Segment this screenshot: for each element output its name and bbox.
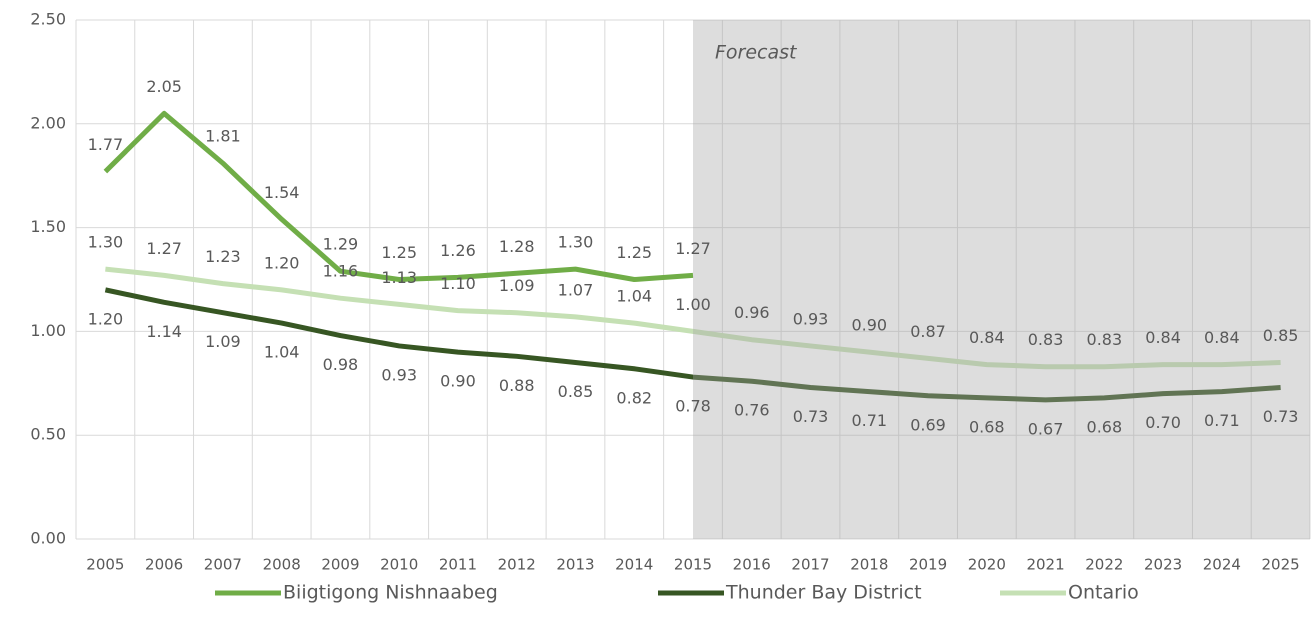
data-label: 1.30 <box>88 233 124 252</box>
data-label: 0.83 <box>1087 330 1123 349</box>
data-label: 0.70 <box>1145 413 1181 432</box>
x-tick-label: 2020 <box>968 556 1006 574</box>
data-label: 0.84 <box>1204 328 1240 347</box>
data-label: 1.27 <box>675 239 711 258</box>
series-line <box>103 110 694 282</box>
data-label: 2.05 <box>146 77 182 96</box>
data-label: 0.90 <box>440 372 476 391</box>
data-label: 1.25 <box>381 243 417 262</box>
y-tick-label: 1.00 <box>30 321 66 340</box>
annotation: Forecast <box>715 42 798 64</box>
y-tick-label: 0.00 <box>30 529 66 548</box>
data-label: 0.73 <box>1263 407 1299 426</box>
x-tick-label: 2010 <box>380 556 418 574</box>
x-tick-label: 2019 <box>909 556 947 574</box>
data-label: 0.96 <box>734 303 770 322</box>
x-tick-label: 2022 <box>1085 556 1123 574</box>
x-tick-label: 2025 <box>1262 556 1300 574</box>
data-label: 1.16 <box>323 262 359 281</box>
x-tick-label: 2013 <box>556 556 594 574</box>
data-label: 1.07 <box>558 280 594 299</box>
x-tick-label: 2007 <box>204 556 242 574</box>
data-label: 0.93 <box>793 309 829 328</box>
data-label: 1.20 <box>264 253 300 272</box>
x-tick-label: 2015 <box>674 556 712 574</box>
x-tick-label: 2018 <box>850 556 888 574</box>
data-label: 0.69 <box>910 415 946 434</box>
data-label: 1.10 <box>440 274 476 293</box>
data-label: 0.88 <box>499 376 535 395</box>
data-label: 0.83 <box>1028 330 1064 349</box>
data-label: 0.84 <box>1145 328 1181 347</box>
data-label: 1.20 <box>88 309 124 328</box>
data-label: 1.27 <box>146 239 182 258</box>
data-label: 0.67 <box>1028 419 1064 438</box>
data-label: 1.04 <box>616 287 652 306</box>
data-label: 1.13 <box>381 268 417 287</box>
x-tick-label: 2011 <box>439 556 477 574</box>
x-tick-label: 2012 <box>498 556 536 574</box>
x-tick-label: 2005 <box>86 556 124 574</box>
data-label: 0.68 <box>969 417 1005 436</box>
x-tick-label: 2021 <box>1026 556 1064 574</box>
data-label: 1.25 <box>616 243 652 262</box>
data-label: 0.85 <box>1263 326 1299 345</box>
data-label: 1.04 <box>264 343 300 362</box>
legend-label: Ontario <box>1068 582 1139 604</box>
data-label: 0.90 <box>851 316 887 335</box>
data-label: 0.84 <box>969 328 1005 347</box>
y-tick-label: 2.50 <box>30 10 66 29</box>
x-tick-label: 2014 <box>615 556 653 574</box>
legend-label: Thunder Bay District <box>725 582 922 604</box>
data-label: 1.09 <box>205 332 241 351</box>
forecast-region <box>693 20 1310 539</box>
data-label: 0.68 <box>1087 417 1123 436</box>
data-label: 1.28 <box>499 237 535 256</box>
data-label: 1.77 <box>88 135 124 154</box>
data-label: 1.81 <box>205 127 241 146</box>
data-label: 1.14 <box>146 322 182 341</box>
y-tick-label: 1.50 <box>30 217 66 236</box>
data-label: 0.71 <box>1204 411 1240 430</box>
data-label: 0.71 <box>851 411 887 430</box>
x-tick-label: 2016 <box>733 556 771 574</box>
y-tick-label: 2.00 <box>30 113 66 132</box>
data-label: 1.00 <box>675 295 711 314</box>
data-label: 1.29 <box>323 235 359 254</box>
x-tick-label: 2006 <box>145 556 183 574</box>
data-label: 1.26 <box>440 241 476 260</box>
data-label: 0.73 <box>793 407 829 426</box>
data-label: 0.87 <box>910 322 946 341</box>
data-label: 0.98 <box>323 355 359 374</box>
data-label: 1.09 <box>499 276 535 295</box>
data-label: 0.78 <box>675 397 711 416</box>
data-label: 0.85 <box>558 382 594 401</box>
data-label: 0.82 <box>616 388 652 407</box>
x-tick-label: 2024 <box>1203 556 1241 574</box>
series-line <box>104 287 1281 403</box>
data-label: 1.23 <box>205 247 241 266</box>
data-label: 1.54 <box>264 183 300 202</box>
legend-label: Biigtigong Nishnaabeg <box>283 582 498 604</box>
data-label: 0.76 <box>734 401 770 420</box>
x-tick-label: 2017 <box>791 556 829 574</box>
x-tick-label: 2009 <box>321 556 359 574</box>
data-label: 0.93 <box>381 365 417 384</box>
y-tick-label: 0.50 <box>30 425 66 444</box>
x-tick-label: 2023 <box>1144 556 1182 574</box>
data-label: 1.30 <box>558 233 594 252</box>
series-line <box>105 266 1281 370</box>
x-tick-label: 2008 <box>263 556 301 574</box>
